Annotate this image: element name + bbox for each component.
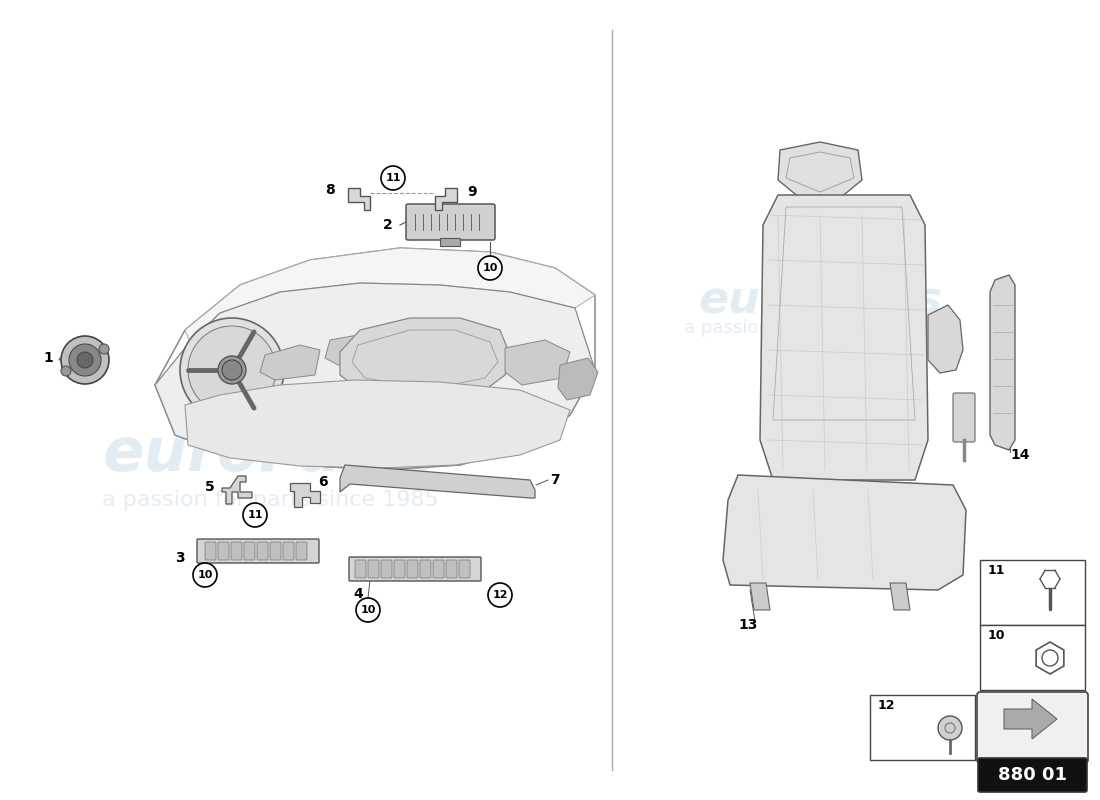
Circle shape [192, 563, 217, 587]
FancyBboxPatch shape [407, 560, 418, 578]
Text: euroParts: euroParts [698, 278, 942, 322]
Polygon shape [1004, 699, 1057, 739]
FancyBboxPatch shape [296, 542, 307, 560]
FancyBboxPatch shape [244, 542, 255, 560]
Polygon shape [185, 248, 595, 342]
FancyBboxPatch shape [197, 539, 319, 563]
FancyBboxPatch shape [381, 560, 392, 578]
Text: 7: 7 [550, 473, 560, 487]
FancyBboxPatch shape [433, 560, 444, 578]
Text: 12: 12 [493, 590, 508, 600]
Text: a passion for parts since 1985: a passion for parts since 1985 [684, 319, 956, 337]
Text: 3: 3 [175, 551, 185, 565]
Text: 13: 13 [738, 618, 758, 632]
Text: 4: 4 [353, 587, 363, 601]
Circle shape [60, 336, 109, 384]
FancyBboxPatch shape [440, 238, 460, 246]
Circle shape [180, 318, 284, 422]
Circle shape [356, 598, 380, 622]
FancyBboxPatch shape [977, 692, 1088, 763]
Text: 2: 2 [383, 218, 393, 232]
Text: 11: 11 [988, 564, 1005, 577]
FancyBboxPatch shape [446, 560, 456, 578]
FancyBboxPatch shape [205, 542, 216, 560]
Text: 10: 10 [988, 629, 1005, 642]
Circle shape [77, 352, 94, 368]
FancyBboxPatch shape [355, 560, 366, 578]
Circle shape [243, 503, 267, 527]
Text: euroParts: euroParts [102, 426, 438, 485]
Text: 11: 11 [385, 173, 400, 183]
Text: 8: 8 [326, 183, 334, 197]
Polygon shape [348, 188, 370, 210]
FancyBboxPatch shape [980, 625, 1085, 690]
Circle shape [222, 360, 242, 380]
Polygon shape [723, 475, 966, 590]
Polygon shape [155, 283, 595, 470]
Circle shape [381, 166, 405, 190]
FancyBboxPatch shape [953, 393, 975, 442]
Polygon shape [340, 465, 535, 498]
Text: 10: 10 [482, 263, 497, 273]
FancyBboxPatch shape [459, 560, 470, 578]
Text: 6: 6 [318, 475, 328, 489]
FancyBboxPatch shape [270, 542, 280, 560]
FancyBboxPatch shape [406, 204, 495, 240]
Circle shape [69, 344, 101, 376]
FancyBboxPatch shape [394, 560, 405, 578]
FancyBboxPatch shape [349, 557, 481, 581]
Text: 880 01: 880 01 [998, 766, 1067, 784]
Text: a passion for parts since 1985: a passion for parts since 1985 [101, 490, 439, 510]
Circle shape [99, 344, 109, 354]
Polygon shape [222, 476, 252, 504]
Text: 11: 11 [248, 510, 263, 520]
Polygon shape [760, 195, 928, 480]
FancyBboxPatch shape [368, 560, 379, 578]
Text: 14: 14 [1010, 448, 1030, 462]
Polygon shape [290, 483, 320, 507]
Circle shape [478, 256, 502, 280]
FancyBboxPatch shape [283, 542, 294, 560]
FancyBboxPatch shape [257, 542, 268, 560]
Text: 5: 5 [205, 480, 214, 494]
Circle shape [60, 366, 70, 376]
FancyBboxPatch shape [870, 695, 975, 760]
Circle shape [938, 716, 962, 740]
Polygon shape [890, 583, 910, 610]
Polygon shape [928, 305, 962, 373]
Text: 12: 12 [878, 699, 895, 712]
Circle shape [218, 356, 246, 384]
Polygon shape [434, 188, 456, 210]
Polygon shape [324, 332, 395, 365]
Polygon shape [778, 142, 862, 205]
FancyBboxPatch shape [218, 542, 229, 560]
Polygon shape [990, 275, 1015, 450]
FancyBboxPatch shape [420, 560, 431, 578]
Polygon shape [185, 380, 570, 468]
FancyBboxPatch shape [978, 758, 1087, 792]
FancyBboxPatch shape [980, 560, 1085, 625]
Text: 10: 10 [361, 605, 376, 615]
Polygon shape [505, 340, 570, 385]
Circle shape [488, 583, 512, 607]
FancyBboxPatch shape [231, 542, 242, 560]
Polygon shape [750, 583, 770, 610]
Circle shape [188, 326, 276, 414]
Text: 1: 1 [43, 351, 53, 365]
Text: 9: 9 [468, 185, 476, 199]
Polygon shape [260, 345, 320, 380]
Text: 10: 10 [197, 570, 212, 580]
Polygon shape [558, 358, 598, 400]
Polygon shape [340, 318, 510, 398]
